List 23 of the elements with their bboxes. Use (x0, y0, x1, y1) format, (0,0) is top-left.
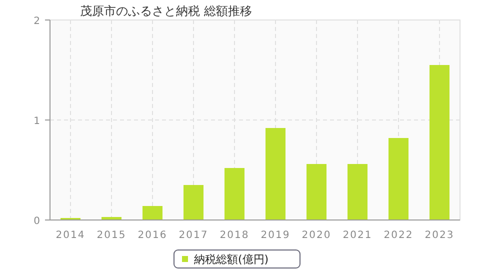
bar (184, 185, 204, 220)
x-tick-label: 2019 (260, 230, 290, 241)
x-tick-label: 2014 (56, 230, 86, 241)
x-tick-label: 2020 (302, 230, 332, 241)
x-tick-label: 2016 (138, 230, 168, 241)
x-tick-label: 2017 (178, 230, 208, 241)
x-tick-label: 2018 (220, 230, 250, 241)
x-tick-label: 2021 (342, 230, 372, 241)
y-tick-label: 2 (34, 16, 40, 27)
bar (306, 164, 326, 220)
x-tick-label: 2022 (384, 230, 414, 241)
y-tick-label: 1 (34, 116, 40, 127)
y-tick-label: 0 (34, 216, 40, 227)
x-tick-label: 2023 (424, 230, 454, 241)
bar (224, 168, 244, 220)
legend-label: 納税総額(億円) (194, 253, 269, 266)
x-tick-label: 2015 (96, 230, 126, 241)
bar (266, 128, 286, 220)
bar (348, 164, 368, 220)
bar (430, 65, 450, 220)
chart-title: 茂原市のふるさと納税 総額推移 (80, 4, 252, 18)
bar (142, 206, 162, 220)
bar (388, 138, 408, 220)
